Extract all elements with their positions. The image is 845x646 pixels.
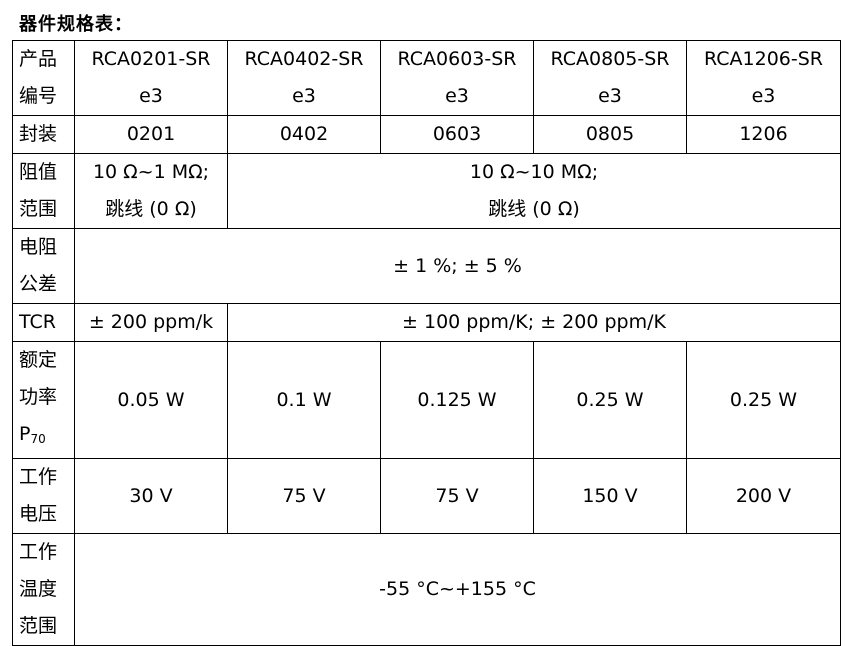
package-cell: 0603 xyxy=(380,115,534,154)
package-cell: 0805 xyxy=(533,115,687,154)
row-header-package: 封装 xyxy=(12,115,75,154)
table-row-power: 额定 功率 P70 0.05 W 0.1 W 0.125 W 0.25 W 0.25… xyxy=(12,341,841,459)
model-cell: RCA0402-SR e3 xyxy=(227,40,381,116)
package-cell: 1206 xyxy=(686,115,841,154)
voltage-cell: 30 V xyxy=(74,458,228,534)
temperature-cell: -55 °C~+155 °C xyxy=(74,533,841,646)
power-cell: 0.25 W xyxy=(533,341,687,459)
tcr-cell-others: ± 100 ppm/K; ± 200 ppm/K xyxy=(227,303,841,342)
table-row-model: 产品 编号 RCA0201-SR e3 RCA0402-SR e3 RCA0603-S… xyxy=(12,40,841,116)
power-cell: 0.1 W xyxy=(227,341,381,459)
table-row-temperature: 工作 温度 范围 -55 °C~+155 °C xyxy=(12,533,841,646)
voltage-cell: 75 V xyxy=(380,458,534,534)
row-header-voltage: 工作 电压 xyxy=(12,458,75,534)
power-cell: 0.25 W xyxy=(686,341,841,459)
row-header-power: 额定 功率 P70 xyxy=(12,341,75,459)
table-row-range: 阻值 范围 10 Ω~1 MΩ; 跳线 (0 Ω) 10 Ω~10 MΩ; 跳线 (0… xyxy=(12,153,841,229)
model-cell: RCA0603-SR e3 xyxy=(380,40,534,116)
tolerance-cell: ± 1 %; ± 5 % xyxy=(74,228,841,304)
table-row-tcr: TCR ± 200 ppm/k ± 100 ppm/K; ± 200 ppm/K xyxy=(12,303,841,342)
row-header-model: 产品 编号 xyxy=(12,40,75,116)
range-cell-0201: 10 Ω~1 MΩ; 跳线 (0 Ω) xyxy=(74,153,228,229)
model-cell: RCA1206-SR e3 xyxy=(686,40,841,116)
row-header-tcr: TCR xyxy=(12,303,75,342)
package-cell: 0402 xyxy=(227,115,381,154)
model-cell: RCA0201-SR e3 xyxy=(74,40,228,116)
voltage-cell: 200 V xyxy=(686,458,841,534)
table-heading: 器件规格表： xyxy=(19,14,133,35)
row-header-tolerance: 电阻 公差 xyxy=(12,228,75,304)
tcr-cell-0201: ± 200 ppm/k xyxy=(74,303,228,342)
row-header-temperature: 工作 温度 范围 xyxy=(12,533,75,646)
table-row-tolerance: 电阻 公差 ± 1 %; ± 5 % xyxy=(12,228,841,304)
spec-table: 产品 编号 RCA0201-SR e3 RCA0402-SR e3 RCA0603-S… xyxy=(12,40,841,646)
voltage-cell: 150 V xyxy=(533,458,687,534)
voltage-cell: 75 V xyxy=(227,458,381,534)
package-cell: 0201 xyxy=(74,115,228,154)
row-header-range: 阻值 范围 xyxy=(12,153,75,229)
table-row-package: 封装 0201 0402 0603 0805 1206 xyxy=(12,115,841,154)
power-cell: 0.05 W xyxy=(74,341,228,459)
power-cell: 0.125 W xyxy=(380,341,534,459)
model-cell: RCA0805-SR e3 xyxy=(533,40,687,116)
table-row-voltage: 工作 电压 30 V 75 V 75 V 150 V 200 V xyxy=(12,458,841,534)
range-cell-others: 10 Ω~10 MΩ; 跳线 (0 Ω) xyxy=(227,153,841,229)
